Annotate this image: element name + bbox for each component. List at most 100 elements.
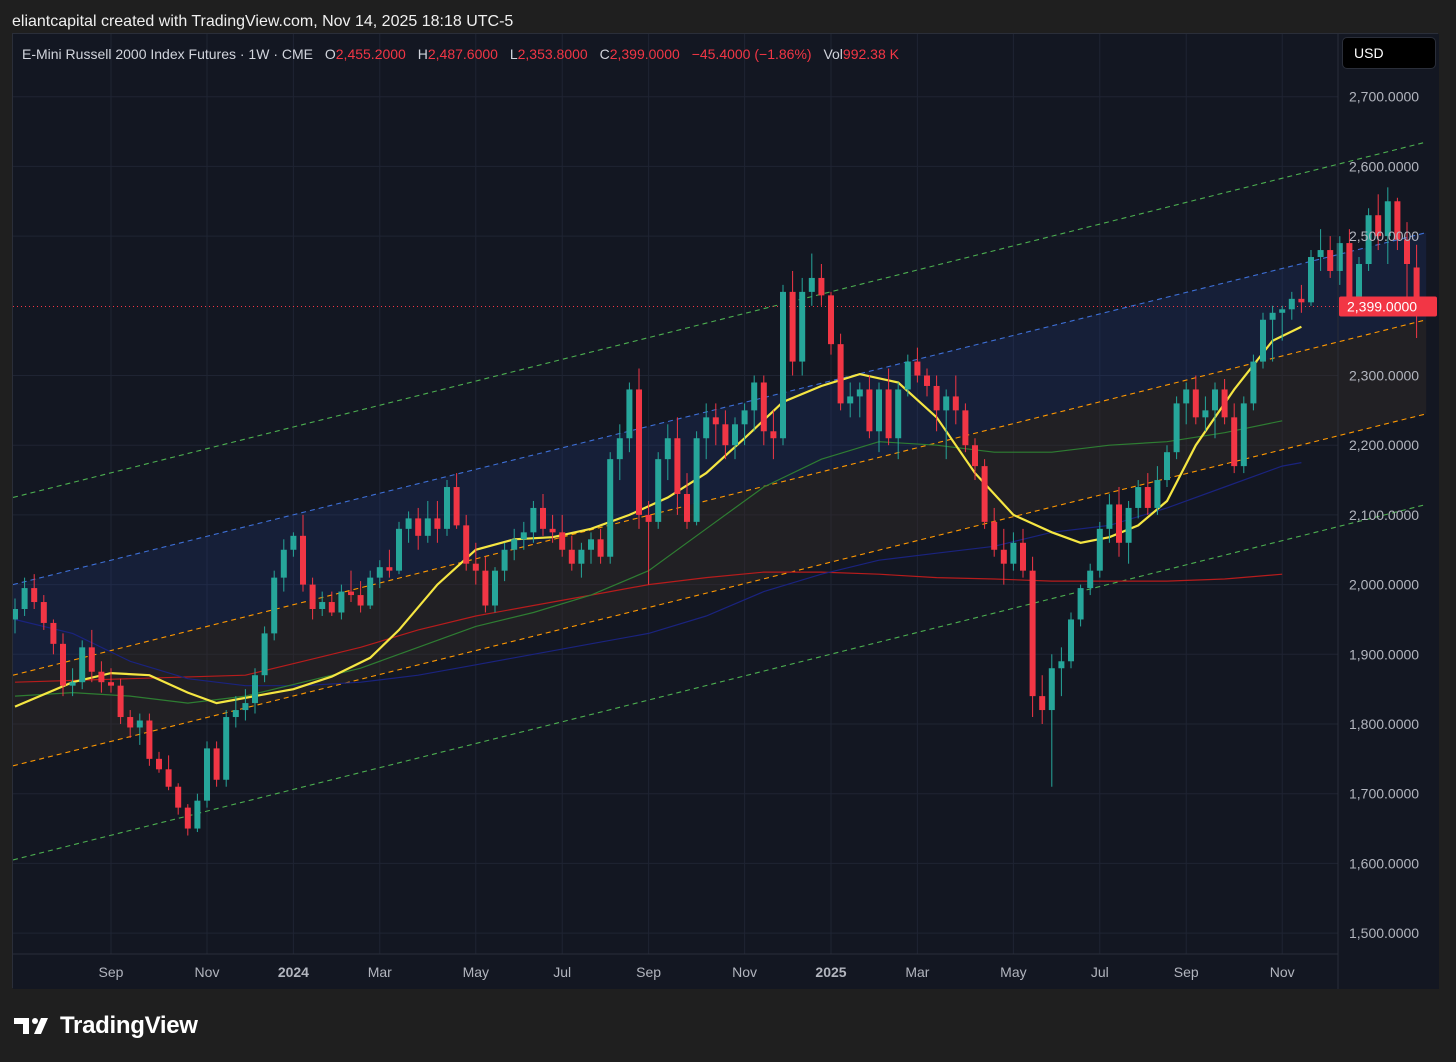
candle-body <box>933 385 940 411</box>
candle <box>242 689 249 721</box>
candle-body <box>559 532 566 550</box>
candle-body <box>1413 267 1420 307</box>
open-label: O <box>324 46 336 62</box>
candle <box>1144 473 1151 515</box>
chart-pane[interactable]: 2,700.0000 2,600.0000 2,500.0000 2,300.0000… <box>12 33 1439 989</box>
candle <box>808 253 815 306</box>
symbol-name[interactable]: E-Mini Russell 2000 Index Futures · 1W ·… <box>22 46 313 62</box>
candle-body <box>1250 361 1257 404</box>
candle-body <box>1308 257 1314 303</box>
candle-body <box>645 514 652 522</box>
candle <box>818 264 825 306</box>
candle <box>1087 563 1094 596</box>
candle <box>732 417 738 460</box>
candle-body <box>856 389 863 397</box>
candle <box>1404 222 1410 306</box>
candle-body <box>760 382 767 432</box>
open-value: 2,455.2000 <box>335 46 406 62</box>
candle-body <box>847 396 854 404</box>
candle <box>693 431 700 526</box>
candle-body <box>1260 319 1266 362</box>
candle <box>136 713 143 745</box>
candle-body <box>818 277 825 296</box>
candle-body <box>367 577 374 606</box>
candle-body <box>732 424 738 446</box>
candle-body <box>703 417 710 439</box>
candle-body <box>1336 243 1343 271</box>
candle-body <box>1183 389 1190 404</box>
candle <box>300 514 306 592</box>
candle-body <box>876 389 882 432</box>
candle-body <box>549 528 556 533</box>
y-tick-label: 2,000.0000 <box>1349 577 1419 593</box>
currency-selector[interactable]: USD <box>1342 37 1436 69</box>
candle <box>511 528 518 561</box>
candle-body <box>223 717 230 780</box>
candle <box>722 410 729 460</box>
candle <box>1269 305 1276 362</box>
candle <box>1202 396 1209 432</box>
high-label: H <box>417 46 428 62</box>
candle <box>415 507 422 550</box>
candle <box>655 452 662 529</box>
candle <box>21 577 28 616</box>
candle <box>252 668 258 714</box>
candle <box>1212 382 1218 439</box>
candle <box>108 668 114 693</box>
candle-body <box>684 494 690 522</box>
y-tick-label: 1,500.0000 <box>1349 925 1419 941</box>
candle-body <box>175 786 182 808</box>
candle <box>1413 244 1420 339</box>
candle <box>904 354 911 397</box>
candle <box>232 696 239 728</box>
candle-body <box>1106 504 1113 529</box>
candle-body <box>319 602 326 609</box>
candle <box>664 424 671 481</box>
candle <box>1192 375 1199 425</box>
candle <box>319 591 326 616</box>
price-chart[interactable]: 2,700.0000 2,600.0000 2,500.0000 2,300.0000… <box>13 34 1439 989</box>
candle <box>1058 647 1065 697</box>
candle <box>175 783 182 815</box>
candle <box>568 535 575 571</box>
candle <box>1298 284 1305 313</box>
candle-body <box>1288 298 1295 310</box>
candle <box>751 375 758 432</box>
tradingview-logo[interactable]: TradingView <box>14 1010 198 1042</box>
candle-body <box>674 438 681 494</box>
candle <box>914 347 921 383</box>
low-value: 2,353.8000 <box>517 46 588 62</box>
candle-body <box>396 528 402 571</box>
candle-body <box>242 703 249 711</box>
candle <box>962 403 969 453</box>
candle-body <box>60 643 66 686</box>
candle-body <box>472 563 479 571</box>
candle-body <box>1279 309 1286 313</box>
candle-body <box>1144 487 1151 508</box>
candle <box>684 473 690 529</box>
candle-body <box>540 507 546 529</box>
candle-body <box>13 609 18 620</box>
candle-body <box>98 671 105 683</box>
candle-body <box>981 466 988 522</box>
candle-body <box>1231 417 1238 467</box>
candle <box>1384 187 1391 264</box>
candle-body <box>348 591 354 596</box>
x-tick-label: Jul <box>553 964 571 980</box>
candle-body <box>664 438 671 460</box>
candle-body <box>780 291 786 439</box>
candle-body <box>530 507 537 533</box>
candle <box>1317 229 1324 271</box>
candle <box>328 591 335 616</box>
candle-body <box>1221 389 1228 418</box>
candle <box>1125 500 1132 564</box>
y-tick-label: 1,600.0000 <box>1349 855 1419 871</box>
y-tick-label: 2,100.0000 <box>1349 507 1419 523</box>
candle-body <box>1039 696 1046 711</box>
candle-body <box>626 389 633 439</box>
candle <box>645 500 652 585</box>
candle <box>549 514 556 543</box>
candle-body <box>424 518 431 536</box>
candle-body <box>991 521 998 550</box>
candle <box>933 375 940 432</box>
